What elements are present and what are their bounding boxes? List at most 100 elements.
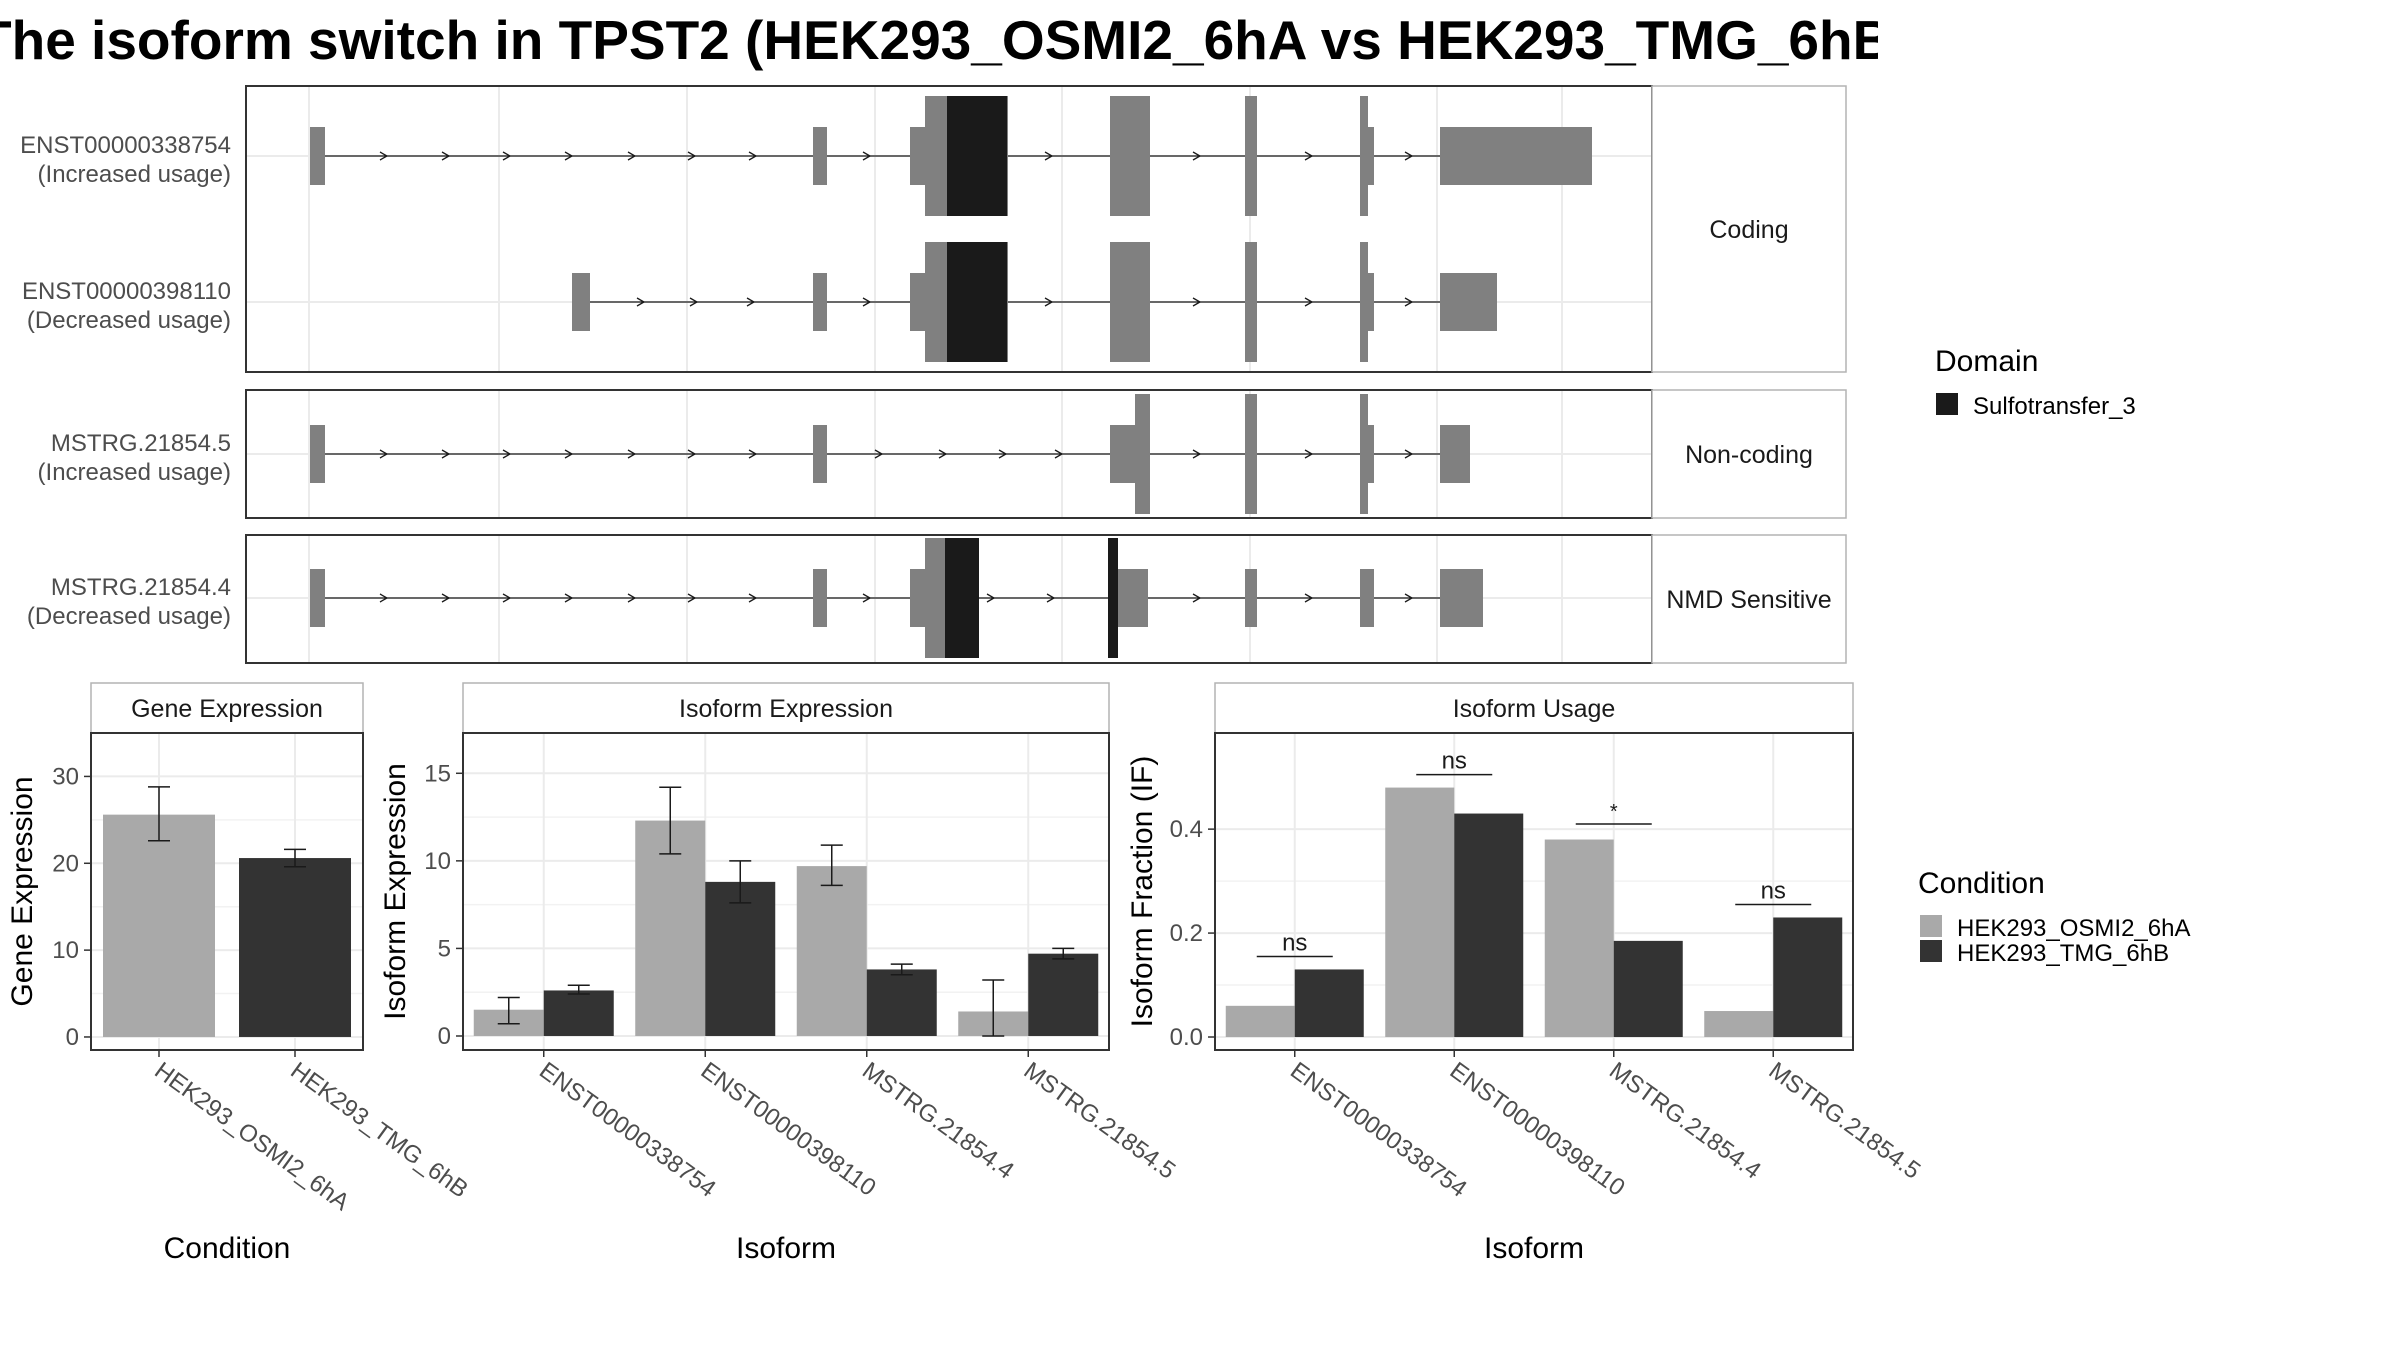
strand-arrow <box>564 593 574 603</box>
isoform-usage-label: (Increased usage) <box>38 161 231 188</box>
y-tick-label: 0 <box>66 1024 79 1051</box>
bar <box>1544 839 1614 1038</box>
panel-strip <box>90 682 364 734</box>
y-axis-title: Isoform Fraction (IF) <box>1126 756 1159 1028</box>
strand-arrow <box>502 151 512 161</box>
strand-arrow <box>564 151 574 161</box>
legend-label: HEK293_TMG_6hB <box>1957 940 2169 967</box>
plot-frame <box>90 732 364 1051</box>
y-tick-label: 10 <box>52 937 79 964</box>
strand-arrow <box>748 449 758 459</box>
legend-label: Sulfotransfer_3 <box>1973 393 2136 420</box>
exon-block <box>1245 569 1257 627</box>
isoform-model: ENST00000398110(Decreased usage) <box>22 242 1497 362</box>
strand-arrow <box>1192 593 1202 603</box>
legend-label: HEK293_OSMI2_6hA <box>1957 915 2190 942</box>
panel-strip <box>1214 682 1854 734</box>
bar <box>1454 813 1524 1038</box>
structure-strip <box>1651 389 1847 519</box>
x-tick-label: MSTRG.21854.4 <box>857 1057 1019 1185</box>
strand-arrow <box>748 151 758 161</box>
y-axis-title: Gene Expression <box>6 776 39 1006</box>
exon-block <box>1360 394 1368 514</box>
y-tick-label: 0.4 <box>1170 816 1203 843</box>
panel-strip-title: Isoform Expression <box>679 695 893 723</box>
panel-strip-title: Gene Expression <box>131 695 323 723</box>
strand-arrow <box>1192 297 1202 307</box>
exon-block <box>1360 96 1368 216</box>
isoform-usage-label: (Decreased usage) <box>27 307 231 334</box>
exon-block <box>910 127 925 185</box>
exon-block <box>310 127 325 185</box>
strand-arrow <box>1046 593 1056 603</box>
bar <box>1294 969 1364 1038</box>
strand-arrow <box>1304 297 1314 307</box>
strand-arrow <box>502 449 512 459</box>
strand-arrow <box>862 593 872 603</box>
isoform-model: ENST00000338754(Increased usage) <box>20 96 1592 216</box>
significance-label: ns <box>1282 929 1307 956</box>
bar <box>1028 953 1099 1036</box>
strand-arrow <box>748 593 758 603</box>
exon-block <box>813 425 827 483</box>
structure-group-label: Non-coding <box>1685 441 1813 469</box>
bar-chart-isoform-expression: Isoform Expression 0 5 10 15 ENST00000338754E… <box>379 682 1180 1265</box>
y-tick-label: 0 <box>438 1023 451 1050</box>
isoform-usage-label: (Decreased usage) <box>27 603 231 630</box>
strand-arrow <box>874 449 884 459</box>
strand-arrow <box>687 593 697 603</box>
domain-block <box>947 242 1007 362</box>
plot-frame <box>1214 732 1854 1051</box>
exon-block <box>1110 425 1135 483</box>
isoform-id-label: ENST00000338754 <box>20 132 231 159</box>
exon-block <box>1110 96 1150 216</box>
strand-arrow <box>627 593 637 603</box>
y-tick-label: 0.2 <box>1170 920 1203 947</box>
exon-block <box>310 425 325 483</box>
gene-structure-panel: Coding Non-coding NMD Sensitive ENST0000033… <box>20 85 1847 664</box>
x-tick-label: ENST00000398110 <box>1445 1057 1630 1202</box>
exon-block <box>1135 394 1150 514</box>
exon-block <box>1110 242 1150 362</box>
structure-group-label: Coding <box>1709 216 1788 244</box>
exon-block <box>1360 242 1368 362</box>
strand-arrow <box>1404 151 1414 161</box>
strand-arrow <box>502 593 512 603</box>
bar <box>1613 940 1683 1038</box>
bar <box>866 969 937 1036</box>
y-tick-label: 30 <box>52 763 79 790</box>
legend-title: Domain <box>1935 345 2038 378</box>
x-axis-title: Isoform <box>736 1232 836 1265</box>
isoform-id-label: ENST00000398110 <box>22 278 231 305</box>
plot-frame <box>462 732 1110 1051</box>
strand-arrow <box>687 449 697 459</box>
exon-block <box>925 538 945 658</box>
strand-arrow <box>1404 449 1414 459</box>
strand-arrow <box>1404 593 1414 603</box>
strand-arrow <box>689 297 699 307</box>
structure-strip <box>1651 534 1847 664</box>
structure-strip <box>1651 85 1847 373</box>
panel-strip-title: Isoform Usage <box>1453 695 1616 723</box>
structure-group-label: NMD Sensitive <box>1666 586 1831 614</box>
legend-swatch <box>1936 393 1958 415</box>
significance-label: ns <box>1761 877 1786 904</box>
isoform-model: MSTRG.21854.4(Decreased usage) <box>27 538 1483 658</box>
legend-swatch <box>1920 915 1942 937</box>
legend-domain: Domain Sulfotransfer_3 <box>1935 345 2136 420</box>
significance-label: * <box>1610 801 1618 823</box>
strand-arrow <box>441 593 451 603</box>
x-axis-title: Isoform <box>1484 1232 1584 1265</box>
strand-arrow <box>687 151 697 161</box>
x-tick-label: ENST00000338754 <box>1285 1057 1471 1203</box>
exon-block <box>910 569 925 627</box>
exon-block <box>1245 242 1257 362</box>
x-tick-label: ENST00000338754 <box>534 1057 720 1203</box>
strand-arrow <box>1192 449 1202 459</box>
strand-arrow <box>379 449 389 459</box>
bar <box>635 820 706 1036</box>
bar <box>543 990 614 1036</box>
isoform-usage-label: (Increased usage) <box>38 459 231 486</box>
